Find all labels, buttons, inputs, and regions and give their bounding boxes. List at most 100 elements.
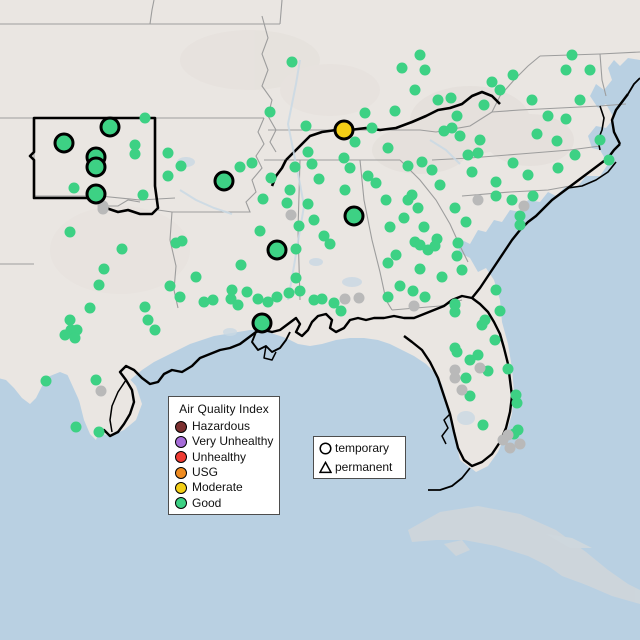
station-marker: [95, 385, 107, 397]
station-marker: [370, 177, 382, 189]
station-marker: [416, 156, 428, 168]
station-marker: [176, 235, 188, 247]
station-marker: [507, 157, 519, 169]
aqi-legend-swatch: [175, 497, 187, 510]
station-marker: [353, 292, 365, 304]
station-marker: [290, 272, 302, 284]
station-marker: [451, 110, 463, 122]
station-marker: [551, 135, 563, 147]
station-marker: [407, 285, 419, 297]
station-marker: [265, 172, 277, 184]
aqi-legend-row: Very Unhealthy: [175, 434, 273, 449]
station-marker: [264, 106, 276, 118]
station-marker: [396, 62, 408, 74]
station-marker: [514, 219, 526, 231]
station-marker: [482, 365, 494, 377]
station-marker: [174, 291, 186, 303]
highlighted-station-marker: [251, 312, 273, 334]
station-marker: [380, 194, 392, 206]
highlighted-station-marker: [343, 205, 365, 227]
station-marker: [477, 419, 489, 431]
station-marker: [460, 216, 472, 228]
station-marker: [526, 94, 538, 106]
station-marker: [489, 334, 501, 346]
station-marker: [290, 243, 302, 255]
station-marker: [527, 190, 539, 202]
station-marker: [271, 291, 283, 303]
aqi-legend-row: USG: [175, 465, 273, 480]
highlighted-station-marker: [213, 170, 235, 192]
station-marker: [162, 170, 174, 182]
station-marker: [316, 293, 328, 305]
station-marker: [449, 372, 461, 384]
station-marker: [139, 112, 151, 124]
highlighted-station-marker: [85, 183, 107, 205]
station-marker: [398, 212, 410, 224]
station-marker: [402, 160, 414, 172]
aqi-legend-row: Good: [175, 495, 273, 510]
station-marker: [531, 128, 543, 140]
aqi-legend-swatch: [175, 451, 187, 464]
highlighted-station-marker: [266, 239, 288, 261]
station-marker: [438, 125, 450, 137]
highlighted-station-marker: [85, 156, 107, 178]
station-marker: [560, 113, 572, 125]
station-marker: [64, 314, 76, 326]
station-marker: [460, 372, 472, 384]
station-marker: [164, 280, 176, 292]
aqi-legend-swatch: [175, 466, 187, 479]
station-marker: [414, 263, 426, 275]
aqi-legend-label: Unhealthy: [192, 449, 247, 464]
station-marker: [456, 264, 468, 276]
aqi-legend-title: Air Quality Index: [179, 402, 269, 416]
station-marker: [422, 244, 434, 256]
station-marker: [584, 64, 596, 76]
station-marker: [97, 200, 109, 212]
station-marker: [518, 200, 530, 212]
station-marker: [90, 374, 102, 386]
station-marker: [389, 105, 401, 117]
station-marker: [257, 193, 269, 205]
station-marker: [418, 221, 430, 233]
station-marker: [449, 364, 461, 376]
station-marker: [162, 147, 174, 159]
station-marker: [285, 209, 297, 221]
station-marker: [474, 362, 486, 374]
station-marker: [93, 279, 105, 291]
station-marker: [522, 169, 534, 181]
station-marker: [142, 314, 154, 326]
station-marker: [366, 122, 378, 134]
station-marker: [338, 152, 350, 164]
legend-row-temporary: temporary: [318, 439, 401, 458]
station-marker: [419, 291, 431, 303]
station-marker: [59, 329, 71, 341]
station-marker: [462, 149, 474, 161]
aqi-legend-label: Hazardous: [192, 419, 251, 434]
station-marker: [232, 299, 244, 311]
station-marker: [514, 210, 526, 222]
aqi-legend-row: Hazardous: [175, 419, 273, 434]
station-marker: [98, 263, 110, 275]
station-marker: [69, 332, 81, 344]
station-marker: [497, 434, 509, 446]
station-marker: [68, 182, 80, 194]
aqi-legend-row: Unhealthy: [175, 450, 273, 465]
station-marker: [494, 84, 506, 96]
station-marker: [451, 250, 463, 262]
station-marker: [502, 429, 514, 441]
station-marker: [478, 99, 490, 111]
station-marker: [502, 363, 514, 375]
station-marker: [472, 147, 484, 159]
circle-icon: [318, 442, 333, 455]
station-marker: [507, 69, 519, 81]
station-marker: [494, 305, 506, 317]
station-marker: [339, 184, 351, 196]
station-marker: [198, 296, 210, 308]
station-marker: [429, 240, 441, 252]
station-marker: [234, 161, 246, 173]
station-marker: [464, 390, 476, 402]
station-marker: [479, 314, 491, 326]
legend-label-temporary: temporary: [335, 441, 390, 455]
station-marker: [226, 284, 238, 296]
